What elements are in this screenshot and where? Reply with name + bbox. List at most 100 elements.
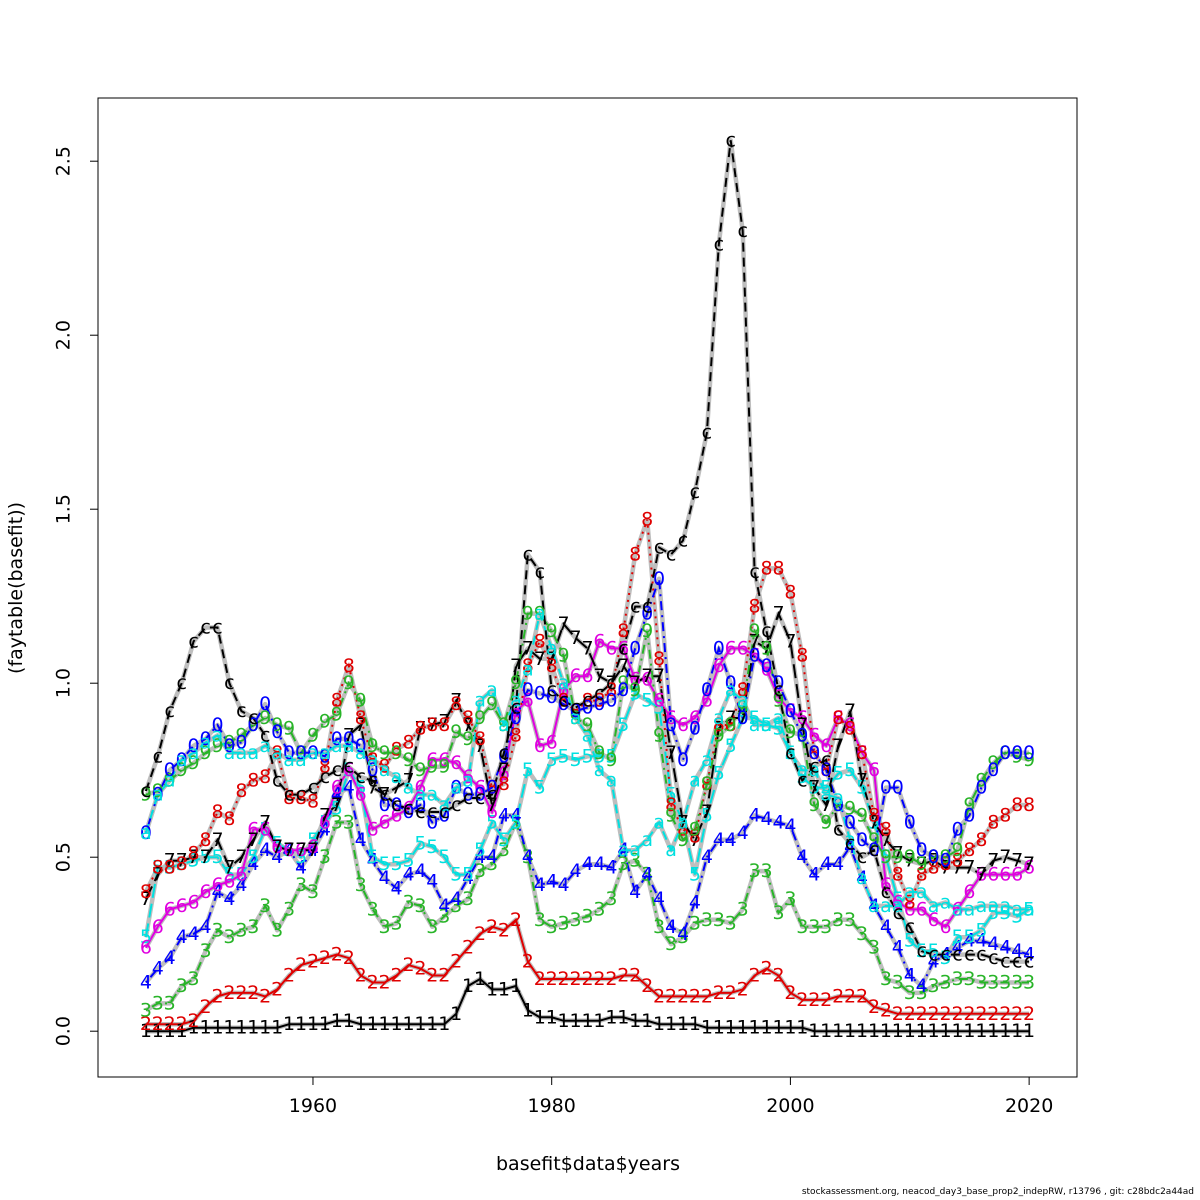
point-label-2: 2 [307, 951, 319, 973]
point-label-0: 0 [247, 714, 259, 736]
point-label-3: 3 [546, 916, 558, 938]
point-label-1: 1 [1011, 1020, 1023, 1042]
point-label-5: 5 [892, 888, 904, 910]
point-label-2: 2 [486, 916, 498, 938]
point-label-a: a [295, 749, 307, 771]
point-label-4: 4 [522, 846, 534, 868]
point-label-2: 2 [796, 989, 808, 1011]
point-label-9: 9 [940, 846, 952, 868]
point-label-6: 6 [402, 798, 414, 820]
point-label-1: 1 [379, 1013, 391, 1035]
y-axis-title: (faytable(basefit)) [5, 502, 27, 674]
point-label-1: 1 [689, 1013, 701, 1035]
point-label-1: 1 [808, 1020, 820, 1042]
point-label-c: c [881, 881, 891, 903]
point-label-3: 3 [725, 912, 737, 934]
point-label-2: 2 [629, 965, 641, 987]
point-label-2: 2 [402, 954, 414, 976]
point-label-5: 5 [450, 864, 462, 886]
point-label-a: a [319, 742, 331, 764]
point-label-4: 4 [844, 836, 856, 858]
point-label-c: c [332, 759, 342, 781]
point-label-2: 2 [570, 968, 582, 990]
point-label-c: c [355, 766, 365, 788]
point-label-6: 6 [963, 881, 975, 903]
point-label-6: 6 [832, 707, 844, 729]
point-label-5: 5 [498, 829, 510, 851]
point-label-2: 2 [474, 923, 486, 945]
point-label-6: 6 [510, 700, 522, 722]
point-label-4: 4 [271, 846, 283, 868]
x-tick-label: 2020 [1005, 1095, 1053, 1117]
point-label-8: 8 [534, 630, 546, 652]
point-label-4: 4 [808, 864, 820, 886]
point-label-9: 9 [510, 672, 522, 694]
point-label-a: a [558, 672, 570, 694]
x-tick-label: 2000 [766, 1095, 814, 1117]
point-label-6: 6 [987, 864, 999, 886]
point-label-3: 3 [701, 909, 713, 931]
point-label-0: 0 [975, 777, 987, 799]
point-label-0: 0 [760, 655, 772, 677]
point-label-3: 3 [629, 850, 641, 872]
point-label-0: 0 [176, 749, 188, 771]
point-label-c: c [176, 672, 186, 694]
point-label-8: 8 [200, 829, 212, 851]
point-label-8: 8 [904, 891, 916, 913]
point-label-5: 5 [760, 714, 772, 736]
point-label-a: a [462, 770, 474, 792]
point-label-a: a [200, 731, 212, 753]
point-label-2: 2 [355, 965, 367, 987]
point-label-6: 6 [665, 707, 677, 729]
point-label-3: 3 [510, 811, 522, 833]
point-label-8: 8 [916, 864, 928, 886]
point-label-9: 9 [558, 644, 570, 666]
point-label-c: c [773, 679, 783, 701]
point-label-0: 0 [581, 697, 593, 719]
point-label-8: 8 [355, 707, 367, 729]
point-label-8: 8 [1011, 794, 1023, 816]
point-label-c: c [690, 481, 700, 503]
point-label-3: 3 [928, 975, 940, 997]
point-label-3: 3 [319, 846, 331, 868]
point-label-c: c [463, 787, 473, 809]
point-label-4: 4 [558, 874, 570, 896]
point-label-6: 6 [522, 690, 534, 712]
point-label-0: 0 [522, 679, 534, 701]
point-label-0: 0 [868, 839, 880, 861]
point-label-3: 3 [617, 853, 629, 875]
point-label-2: 2 [1023, 1003, 1035, 1025]
point-label-7: 7 [916, 853, 928, 875]
point-label-7: 7 [677, 811, 689, 833]
point-label-5: 5 [868, 811, 880, 833]
point-label-0: 0 [629, 637, 641, 659]
point-label-6: 6 [271, 836, 283, 858]
point-label-2: 2 [665, 985, 677, 1007]
point-label-1: 1 [355, 1013, 367, 1035]
point-label-5: 5 [414, 832, 426, 854]
point-label-7: 7 [629, 672, 641, 694]
point-label-1: 1 [963, 1020, 975, 1042]
point-label-0: 0 [570, 700, 582, 722]
point-label-5: 5 [283, 839, 295, 861]
point-label-4: 4 [534, 874, 546, 896]
point-label-3: 3 [235, 919, 247, 941]
series-line-8 [145, 519, 1030, 905]
point-label-8: 8 [605, 679, 617, 701]
point-label-1: 1 [605, 1006, 617, 1028]
point-label-7: 7 [760, 637, 772, 659]
point-label-8: 8 [653, 648, 665, 670]
point-label-6: 6 [725, 637, 737, 659]
point-label-5: 5 [904, 930, 916, 952]
point-label-0: 0 [200, 728, 212, 750]
point-label-1: 1 [402, 1013, 414, 1035]
point-label-8: 8 [820, 759, 832, 781]
point-label-3: 3 [379, 916, 391, 938]
point-label-4: 4 [713, 829, 725, 851]
point-label-0: 0 [223, 735, 235, 757]
point-label-1: 1 [522, 999, 534, 1021]
point-label-c: c [212, 617, 222, 639]
point-label-8: 8 [880, 818, 892, 840]
point-label-7: 7 [772, 603, 784, 625]
